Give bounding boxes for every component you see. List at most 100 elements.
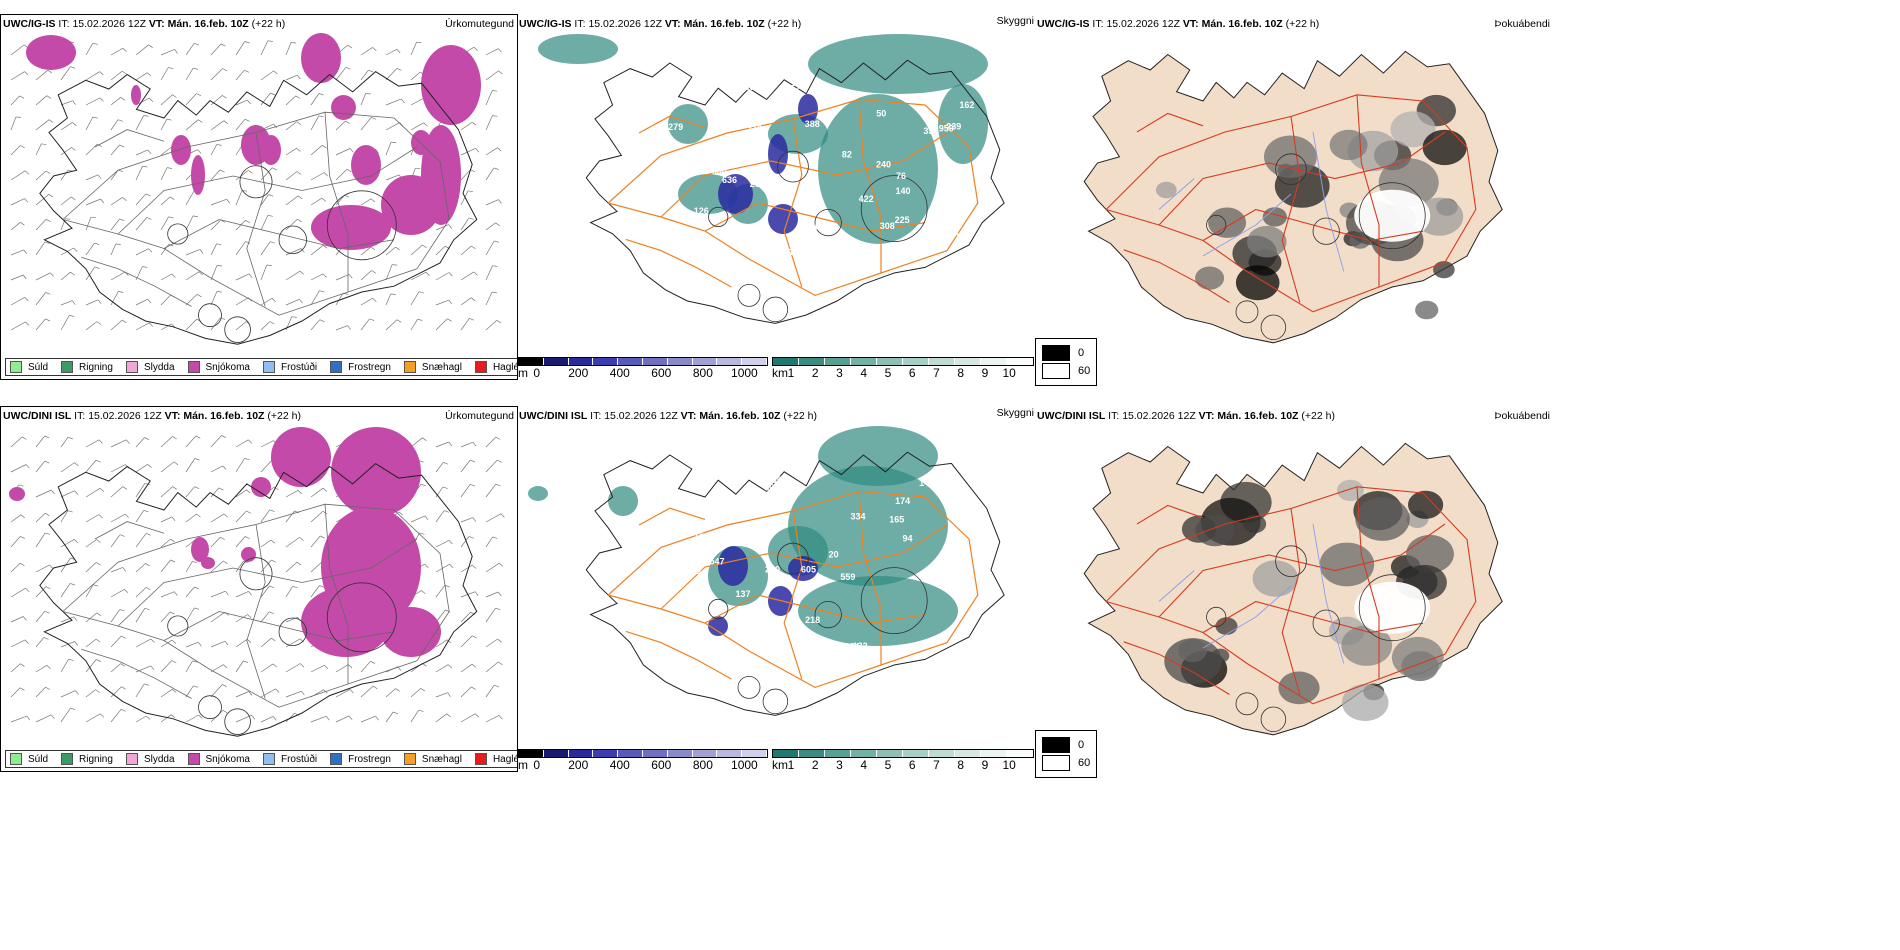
vt-value: Mán. 16.feb. 10Z [1201, 18, 1283, 30]
cloud-base-label: 225 [895, 215, 910, 225]
scale-tick: 10 [1002, 366, 1016, 380]
lead-time: (+22 h) [267, 410, 301, 422]
scale-tick: 9 [981, 366, 989, 380]
scale-tick: 200 [568, 366, 589, 380]
scale-tick: 400 [609, 758, 630, 772]
cloud-base-label: 111 [784, 247, 798, 257]
fog-legend-label: 60 [1078, 757, 1091, 769]
model-name: UWC/IG-IS [3, 18, 56, 30]
precip-type-panel-2: UWC/DINI ISL IT: 15.02.2026 12Z VT: Mán.… [0, 406, 518, 772]
legend-label: Rigning [79, 361, 113, 373]
cloud-base-label: 334 [851, 511, 866, 521]
vt-value: Mán. 16.feb. 10Z [683, 18, 765, 30]
scale-swatch [692, 358, 718, 365]
scale-tick: 400 [609, 366, 630, 380]
vt-label: VT: [1198, 410, 1215, 422]
it-value: 15.02.2026 12Z [1122, 410, 1196, 422]
panel-title-fog: Þokuábendi [1494, 410, 1550, 422]
scale-tick: 7 [933, 366, 940, 380]
cloud-base-label: 167 [953, 543, 968, 553]
fog-legend-swatch [1042, 737, 1070, 753]
cloud-base-label: 959 [939, 124, 954, 134]
lead-time: (+22 h) [1285, 18, 1320, 30]
legend-item: Snæhagl [403, 753, 462, 765]
vt-value: Mán. 16.feb. 10Z [1217, 410, 1299, 422]
model-name: UWC/DINI ISL [519, 410, 588, 422]
scale-swatch [593, 750, 619, 757]
legend-item: Snjókoma [187, 361, 250, 373]
cloud-base-label: 140 [896, 186, 911, 196]
legend-item: Haglél [474, 753, 517, 765]
cloud-base-label: 137 [736, 589, 751, 599]
scale-tick: 5 [884, 758, 892, 772]
scale-swatch [929, 750, 955, 757]
it-value: 15.02.2026 12Z [604, 410, 678, 422]
legend-item: Rigning [61, 753, 113, 765]
scale-swatch [825, 358, 851, 365]
cloud-base-label: 126 [694, 206, 709, 216]
legend-swatch [262, 753, 275, 765]
fog-index-shading [1164, 479, 1454, 722]
it-label: IT: [58, 18, 70, 30]
cloud-base-label: 240 [876, 160, 891, 170]
lead-time: (+22 h) [783, 410, 817, 422]
scale-swatch [543, 750, 569, 757]
cloud-base-label: 605 [801, 564, 816, 574]
panel-header: UWC/IG-IS IT: 15.02.2026 12Z VT: Mán. 16… [519, 18, 801, 30]
scale-swatch [773, 750, 799, 757]
scale-swatch [851, 750, 877, 757]
fog-legend-2: 0 60 [1035, 730, 1098, 778]
legend-item: Slydda [125, 361, 175, 373]
lead-time: (+22 h) [767, 18, 802, 30]
scale-swatch [955, 750, 981, 757]
fog-legend-row: 60 [1042, 363, 1090, 379]
cloud-base-label: 547 [710, 557, 725, 567]
cloud-base-label: 20 [750, 179, 760, 189]
cloud-base-label: 660 [712, 167, 727, 177]
scale-unit: m [518, 758, 528, 772]
scale-tick: 7 [933, 758, 940, 772]
scale-swatch [642, 358, 668, 365]
cloud-base-label: 286 [805, 221, 820, 231]
cloud-base-label: 18 [985, 155, 995, 165]
it-label: IT: [574, 18, 586, 30]
legend-label: Frostúði [280, 753, 318, 765]
cloud-base-label: 494 [686, 568, 701, 578]
scale-swatch [618, 358, 643, 365]
scale-tick: 200 [568, 758, 589, 772]
legend-label: Rigning [79, 753, 113, 765]
scale-swatch [1007, 750, 1033, 757]
scale-swatch [1007, 358, 1033, 365]
vt-label: VT: [1182, 18, 1199, 30]
panel-title-precip: Úrkomutegund [445, 410, 514, 422]
cloud-base-label: 82 [842, 150, 852, 160]
scale-tick: 4 [860, 366, 868, 380]
cloud-base-label: 30 [744, 82, 754, 92]
cloud-base-label: 228 [696, 634, 711, 644]
cloud-base-label: 559 [840, 572, 855, 582]
scale-swatch [593, 358, 619, 365]
scale-swatch [667, 750, 693, 757]
scale-swatch [929, 358, 955, 365]
legend-item: Frostúði [262, 361, 317, 373]
it-value: 15.02.2026 12Z [88, 410, 162, 422]
cloud-base-label: 388 [805, 119, 820, 129]
it-label: IT: [74, 410, 86, 422]
precip-map-2 [9, 427, 505, 737]
cloud-base-label: 141 [919, 478, 934, 488]
scale-swatch [742, 750, 767, 757]
legend-swatch [61, 361, 74, 373]
legend-label: Súld [28, 753, 49, 765]
it-label: IT: [1092, 18, 1104, 30]
scale-swatch [981, 358, 1007, 365]
scale-swatch [519, 358, 544, 365]
precip-legend: Súld Rigning Slydda Snjókoma Frostúði Frostre… [5, 358, 517, 376]
cloud-base-label: 239 [946, 122, 961, 132]
snow-areas [26, 33, 481, 250]
vt-label: VT: [164, 410, 181, 422]
model-name: UWC/DINI ISL [1037, 410, 1106, 422]
model-name: UWC/DINI ISL [3, 410, 72, 422]
cloud-base-label: 657 [785, 83, 800, 93]
scale-tick: 9 [981, 758, 989, 772]
panel-title-visibility: Skyggni [996, 15, 1034, 27]
